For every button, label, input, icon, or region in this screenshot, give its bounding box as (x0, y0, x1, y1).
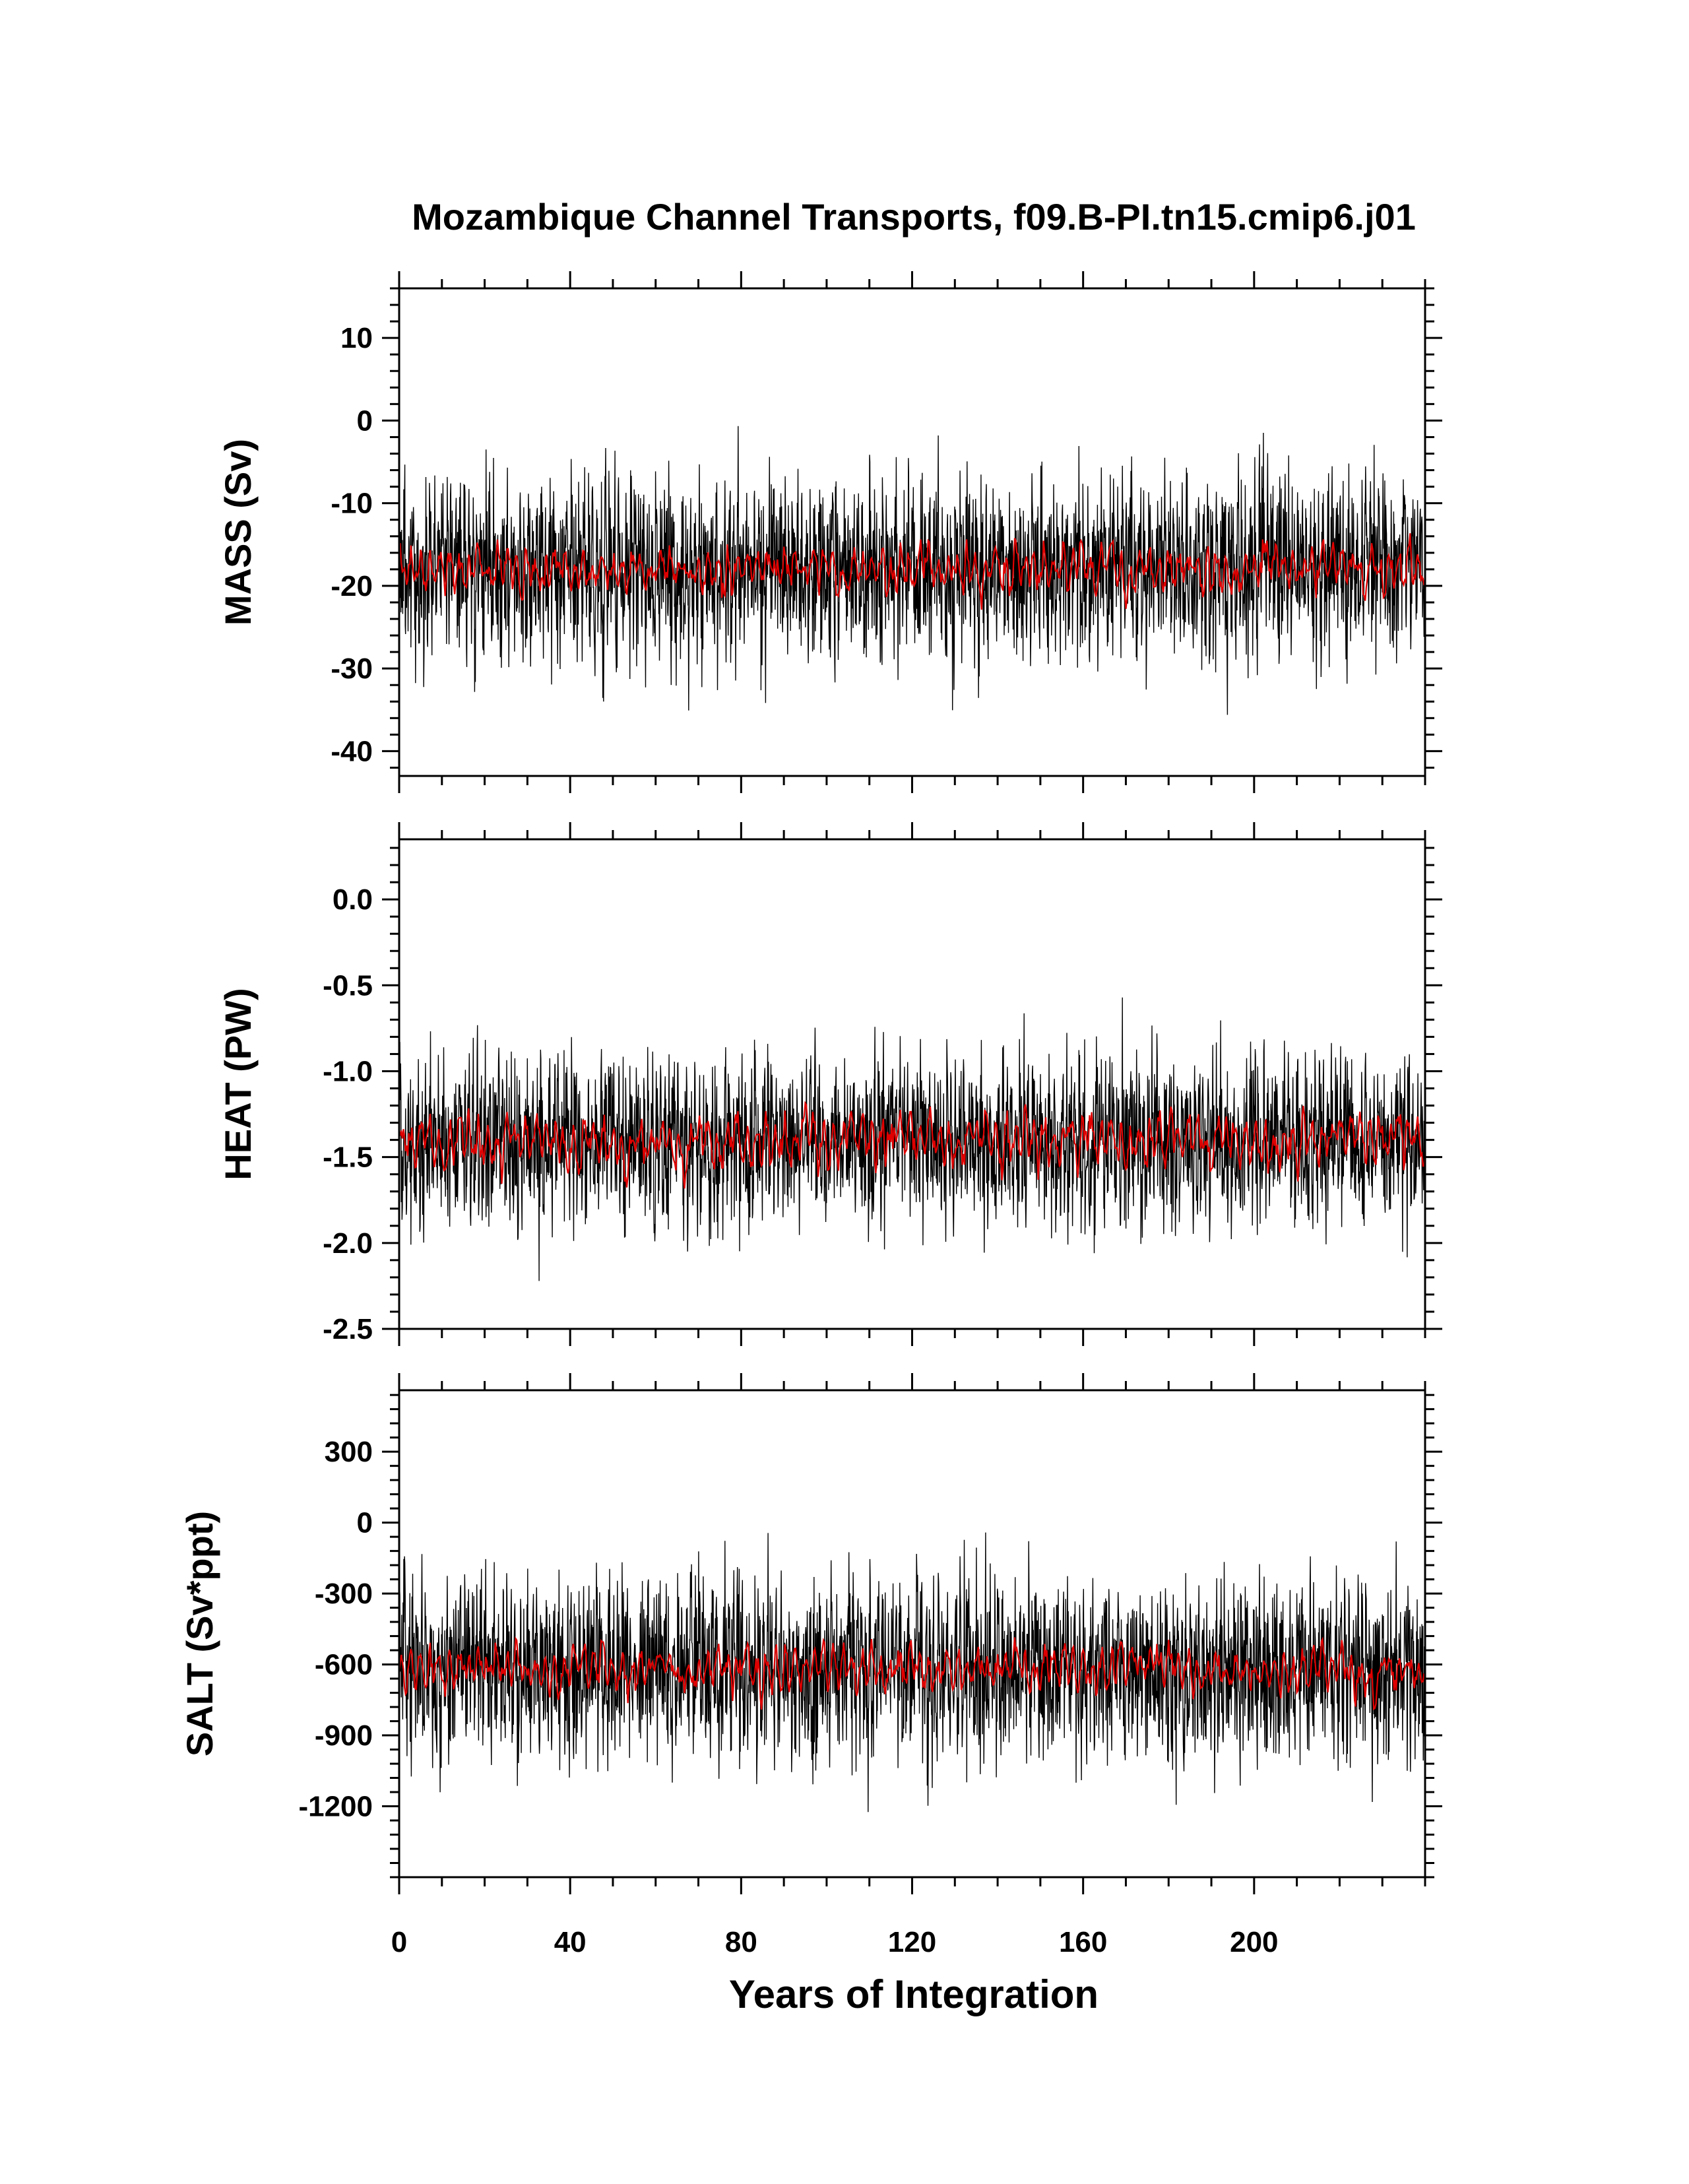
heat-plot-frame (398, 838, 1426, 1330)
mass-y-tick-label: -10 (331, 488, 373, 520)
x-tick-label: 160 (1059, 1926, 1107, 1958)
heat-monthly-series-line (399, 997, 1425, 1281)
salt-y-tick-label: 0 (357, 1507, 373, 1539)
salt-monthly-series-line (399, 1532, 1425, 1813)
heat-y-tick-label: -2.0 (323, 1227, 373, 1260)
salt-y-tick-label: -900 (315, 1719, 373, 1752)
x-tick-label: 80 (725, 1926, 757, 1958)
salt-y-tick-label: -600 (315, 1649, 373, 1681)
salt-y-axis-label: SALT (Sv*ppt) (179, 1511, 220, 1756)
salt-panel: 300 0 -300 -600 -900 -1200 SALT (Sv*ppt) (179, 1373, 1442, 1894)
x-tick-labels: 0 40 80 120 160 200 (391, 1926, 1279, 1958)
heat-y-tick-label: -1.5 (323, 1141, 373, 1174)
x-tick-label: 40 (554, 1926, 587, 1958)
heat-smoothed-series-line (399, 1101, 1425, 1189)
heat-y-axis-label: HEAT (PW) (217, 988, 259, 1180)
x-tick-label: 200 (1230, 1926, 1278, 1958)
x-tick-label: 120 (888, 1926, 936, 1958)
heat-y-tick-label: 0.0 (333, 883, 373, 916)
salt-y-tick-label: 300 (325, 1436, 373, 1468)
mass-y-tick-label: 10 (340, 322, 373, 354)
x-tick-label: 0 (391, 1926, 407, 1958)
mass-y-tick-label: 0 (357, 404, 373, 437)
salt-y-tick-label: -300 (315, 1578, 373, 1610)
heat-y-tick-label: -1.0 (323, 1055, 373, 1087)
salt-y-tick-label: -1200 (298, 1791, 373, 1823)
mass-y-tick-label: -30 (331, 653, 373, 685)
x-axis-label: Years of Integration (729, 1972, 1099, 2016)
chart-title: Mozambique Channel Transports, f09.B-PI.… (412, 196, 1416, 238)
mass-panel: 10 0 -10 -20 -30 -40 MASS (Sv) (217, 271, 1442, 793)
salt-smoothed-series-line (399, 1636, 1425, 1711)
mass-y-tick-label: -40 (331, 735, 373, 767)
mass-y-axis-label: MASS (Sv) (217, 439, 259, 626)
mass-monthly-series-line (399, 426, 1425, 715)
heat-y-tick-label: -2.5 (323, 1313, 373, 1345)
heat-y-tick-label: -0.5 (323, 969, 373, 1002)
heat-panel: 0.0 -0.5 -1.0 -1.5 -2.0 -2.5 HEAT (PW) (217, 822, 1442, 1346)
mass-smoothed-series-line (399, 533, 1425, 610)
mass-y-tick-label: -20 (331, 570, 373, 602)
